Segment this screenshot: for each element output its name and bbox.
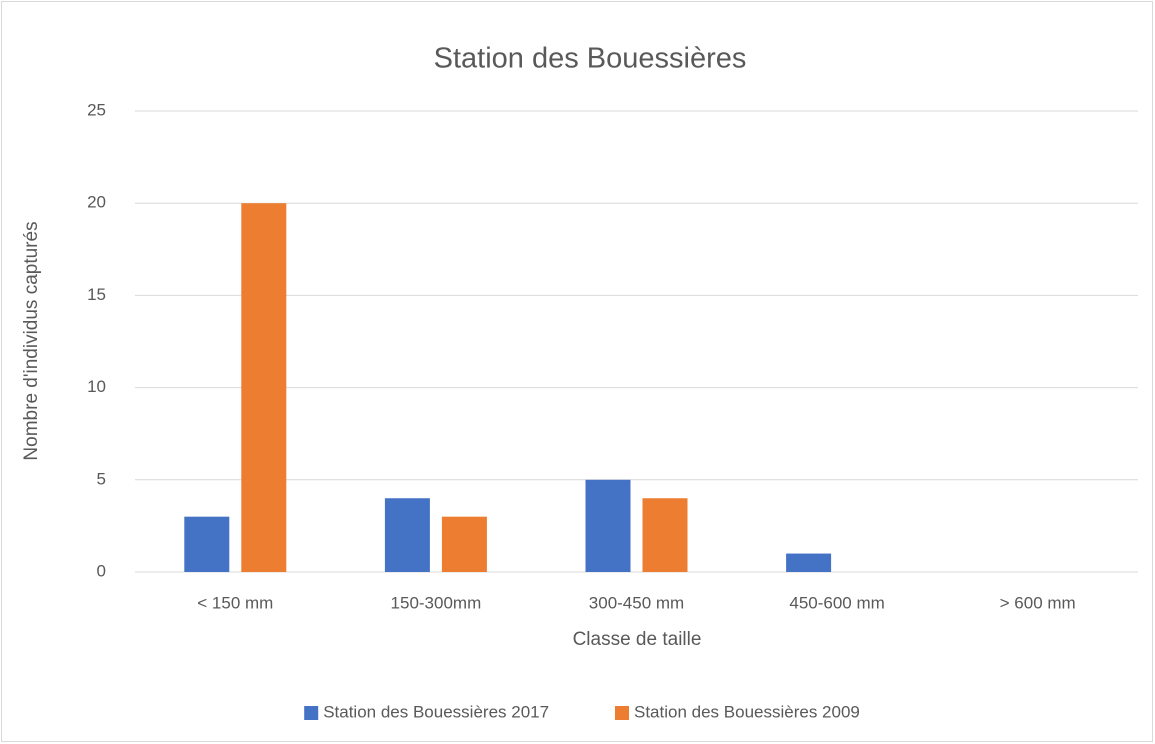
x-tick-label: > 600 mm: [1000, 593, 1076, 612]
legend-swatch: [304, 706, 319, 720]
x-tick-label: 450-600 mm: [789, 593, 884, 612]
bar: [642, 498, 688, 572]
y-tick-label: 5: [97, 469, 106, 488]
y-tick-label: 25: [87, 100, 106, 119]
legend-label: Station des Bouessières 2009: [634, 702, 860, 721]
bar: [384, 498, 430, 572]
bar: [786, 553, 832, 572]
legend-swatch: [615, 706, 629, 720]
x-axis-label: Classe de taille: [573, 629, 702, 650]
y-tick-label: 15: [87, 285, 106, 304]
y-tick-label: 0: [97, 561, 106, 580]
bar: [441, 516, 487, 572]
x-tick-label: 300-450 mm: [589, 593, 684, 612]
bar: [241, 203, 287, 572]
bar: [184, 516, 230, 572]
x-tick-label: < 150 mm: [197, 593, 273, 612]
chart-title: Station des Bouessières: [434, 43, 747, 75]
bar: [585, 479, 631, 572]
y-tick-label: 20: [87, 193, 106, 212]
y-axis-label: Nombre d'individus capturés: [21, 221, 42, 460]
y-tick-label: 10: [87, 377, 106, 396]
legend-label: Station des Bouessières 2017: [323, 702, 549, 721]
x-tick-label: 150-300mm: [391, 593, 482, 612]
